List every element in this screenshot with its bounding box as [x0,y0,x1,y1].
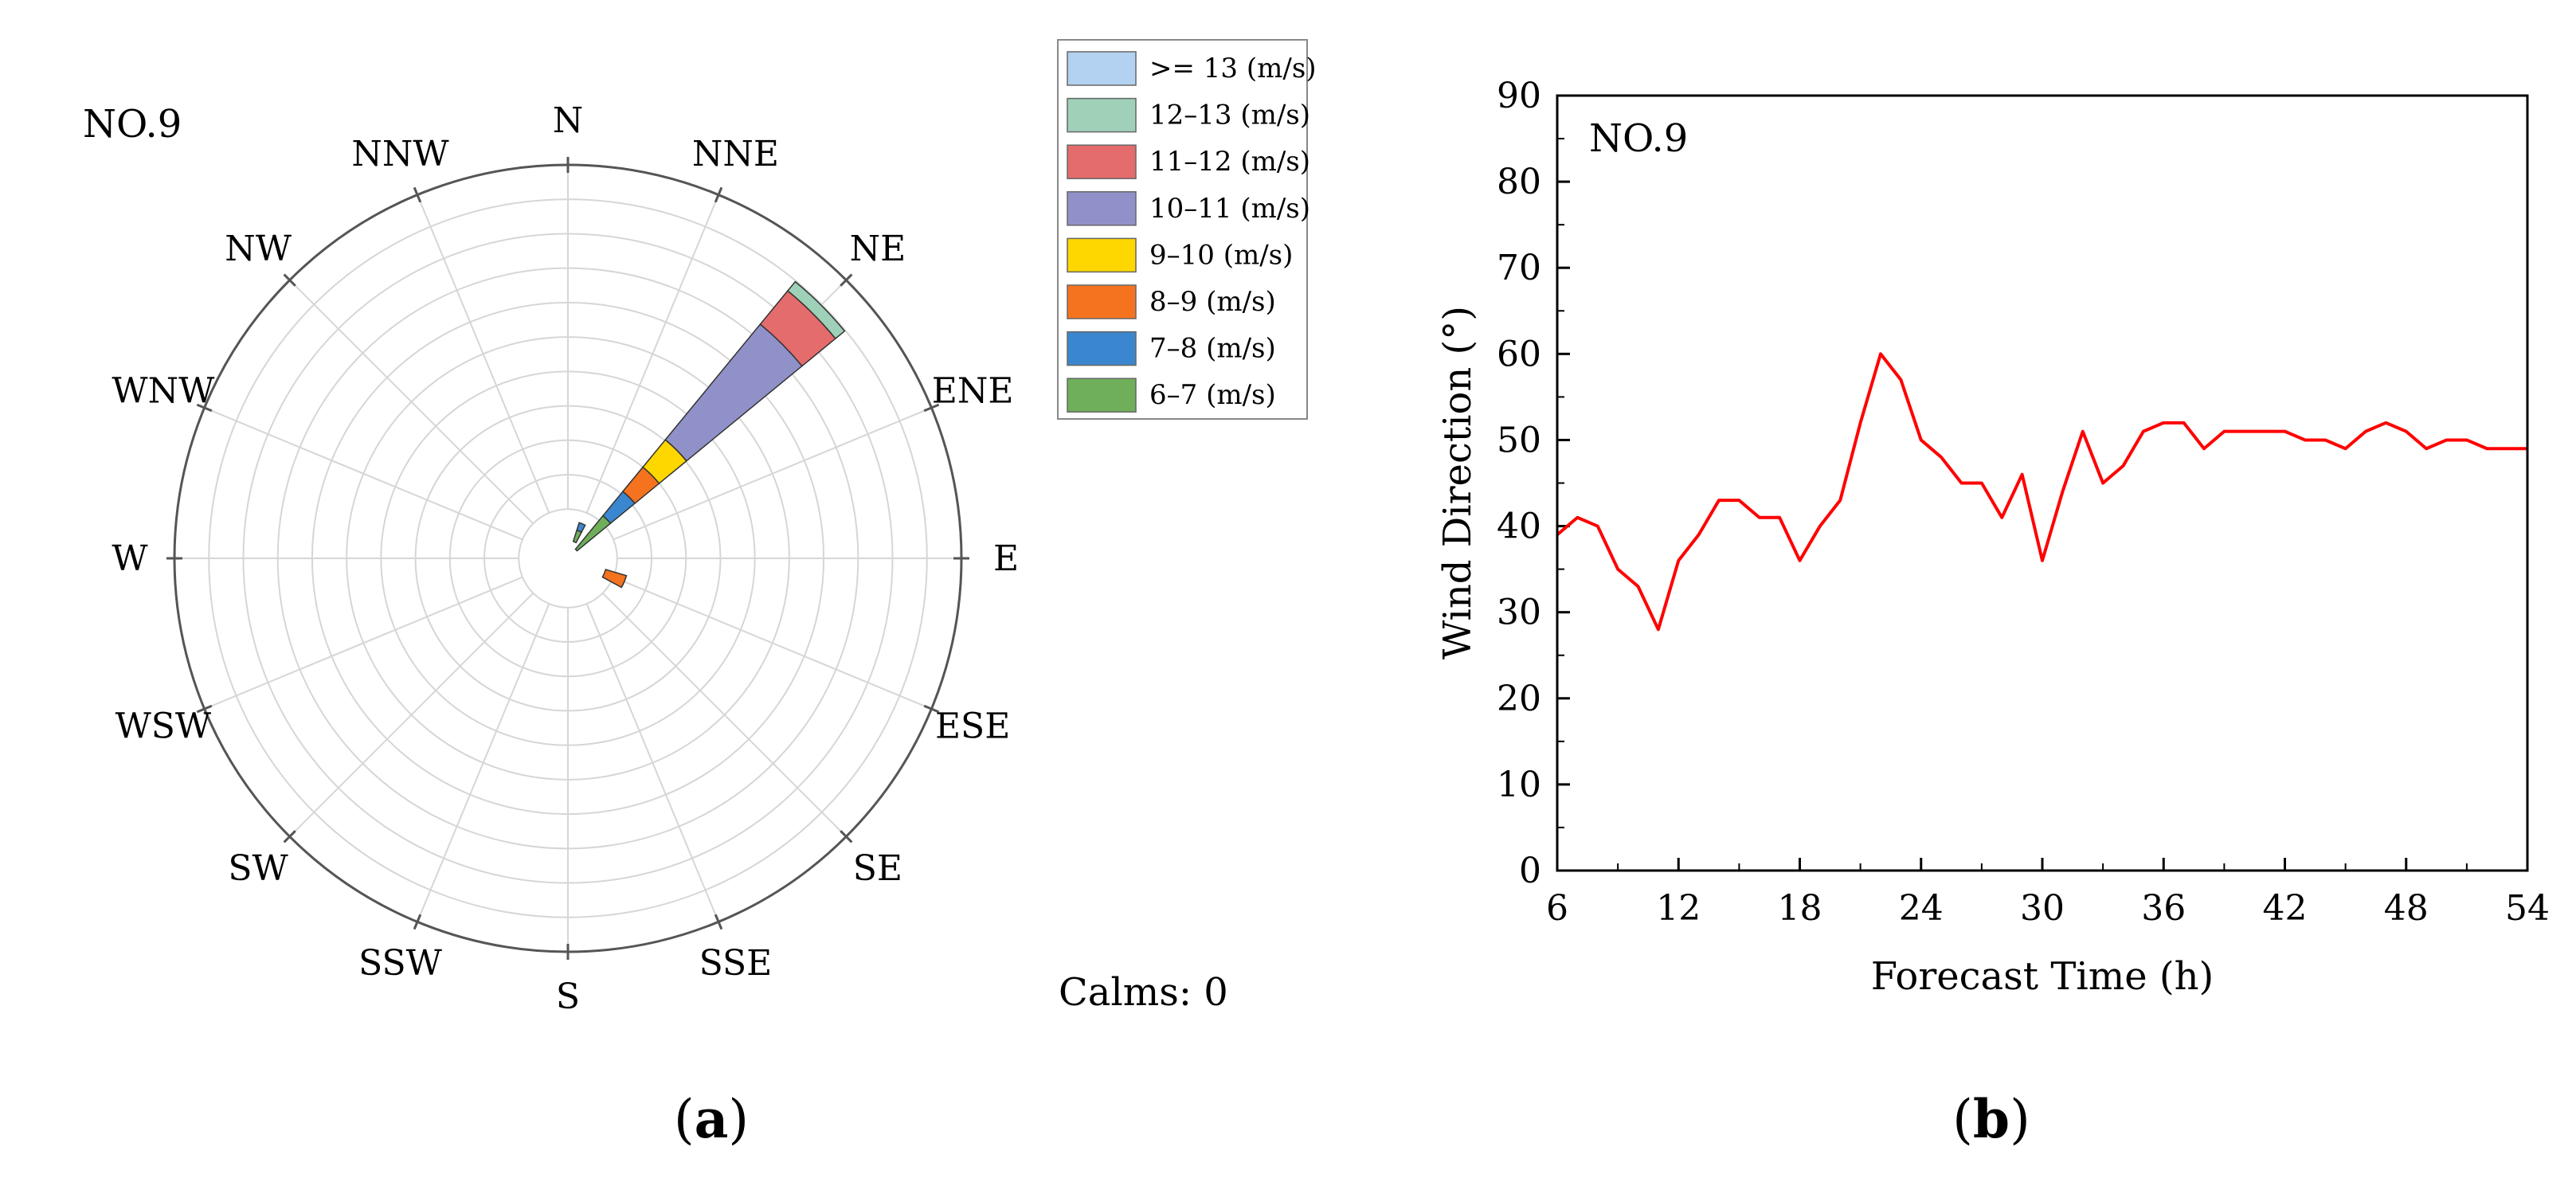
y-tick-label: 90 [1497,76,1541,116]
legend-swatch [1067,144,1137,179]
direction-labels: N NNE NE ENE E ESE SE SSE S SSW SW WSW W WNW NW NNW [112,100,1019,1017]
rose-tick [714,186,723,203]
direction-label-nnw: NNW [351,134,449,174]
direction-label-e: E [993,538,1019,579]
rose-spoke [204,576,523,710]
rose-spokes [174,165,961,952]
rose-bars [572,280,846,589]
panel-label-a: (a) [674,1088,749,1150]
direction-label-ese: ESE [935,706,1010,746]
direction-label-n: N [553,100,584,141]
rose-title: NO.9 [83,102,182,147]
legend-label: >= 13 (m/s) [1149,53,1317,84]
x-tick-label: 30 [2020,888,2065,929]
y-tick-label: 30 [1497,593,1541,633]
y-tick-label: 20 [1497,679,1541,719]
y-tick-label: 80 [1497,162,1541,202]
legend: >= 13 (m/s) 12–13 (m/s) 11–12 (m/s) 10–11 (… [1057,39,1317,420]
rose-spoke [585,603,719,922]
x-tick-label: 36 [2141,888,2186,929]
rose-tick [714,914,723,930]
rose-spoke [288,279,534,525]
direction-label-ne: NE [850,229,906,269]
y-tick-labels: 0 10 20 30 40 50 60 70 80 90 [1497,76,1541,891]
legend-swatch [1067,237,1137,273]
panel-label-b: (b) [1952,1088,2030,1150]
rose-tick [196,704,213,714]
rose-tick [840,830,853,843]
legend-swatch [1067,378,1137,413]
rose-spoke [601,592,848,838]
y-tick-label: 40 [1497,507,1541,547]
x-tick-label: 6 [1546,888,1568,929]
x-tick-label: 18 [1778,888,1822,929]
direction-label-w: W [112,538,148,579]
rose-spoke [613,576,932,710]
rose-tick [283,273,296,287]
y-tick-label: 60 [1497,334,1541,374]
series-line-no9 [1556,352,2527,632]
x-tick-label: 42 [2263,888,2308,929]
rose-spoke [613,407,932,541]
legend-swatch [1067,331,1137,366]
legend-swatch [1067,51,1137,86]
rose-tick [923,704,940,714]
y-tick-label: 70 [1497,248,1541,288]
y-axis-label: Wind Direction (°) [1435,306,1480,659]
plot-frame [1556,94,2529,872]
direction-label-nne: NNE [692,134,779,174]
rose-spoke [585,194,719,514]
rose-tick [840,273,853,287]
calms-label: Calms: 0 [1059,970,1228,1015]
rose-segment-45-12–13 [786,280,846,340]
rose-tick [413,914,422,930]
rose-spoke [417,194,550,514]
x-tick-label: 48 [2384,888,2429,929]
rose-segment-112.5-8–9 [601,569,628,589]
direction-label-sw: SW [228,848,288,889]
legend-label: 8–9 (m/s) [1149,286,1276,318]
direction-label-wsw: WSW [115,706,212,746]
line-title: NO.9 [1589,116,1688,161]
y-tick-label: 0 [1519,851,1541,891]
rose-tick [923,403,940,413]
direction-label-sse: SSE [699,943,773,984]
legend-swatch [1067,97,1137,133]
rose-tick [196,403,213,413]
wind-direction-line-chart: 6 12 18 24 30 36 42 48 54 0 10 20 30 40 50 60 70 80 90 NO… [1435,76,2550,1150]
x-tick-labels: 6 12 18 24 30 36 42 48 54 [1546,888,2550,929]
direction-label-wnw: WNW [112,371,215,412]
y-tick-label: 10 [1497,765,1541,805]
legend-label: 9–10 (m/s) [1149,239,1293,271]
rose-segment-45-10–11 [664,323,803,462]
rose-tick [413,186,422,203]
rose-segment-22.5-7–8 [576,522,586,534]
legend-label: 7–8 (m/s) [1149,333,1276,365]
legend-label: 10–11 (m/s) [1149,193,1310,225]
legend-label: 11–12 (m/s) [1149,146,1310,178]
rose-tick-marks [166,157,969,960]
direction-label-nw: NW [225,229,292,269]
legend-label: 12–13 (m/s) [1149,100,1310,131]
direction-label-ene: ENE [932,371,1014,412]
rose-spoke [288,592,534,838]
wind-rose-chart: N NNE NE ENE E ESE SE SSE S SSW SW WSW W WNW NW NNW NO.… [83,39,1317,1150]
direction-label-s: S [556,976,580,1017]
x-tick-label: 24 [1899,888,1944,929]
y-tick-label: 50 [1497,420,1541,460]
rose-tick [283,830,296,843]
legend-swatch [1067,191,1137,226]
x-tick-label: 54 [2505,888,2550,929]
rose-spoke [417,603,550,922]
x-tick-label: 12 [1656,888,1701,929]
legend-label: 6–7 (m/s) [1149,379,1276,411]
legend-swatch [1067,284,1137,319]
direction-label-ssw: SSW [358,943,443,984]
rose-spoke [204,407,523,541]
axis-ticks [1556,94,2529,872]
direction-label-se: SE [853,848,902,889]
x-axis-label: Forecast Time (h) [1871,954,2214,999]
